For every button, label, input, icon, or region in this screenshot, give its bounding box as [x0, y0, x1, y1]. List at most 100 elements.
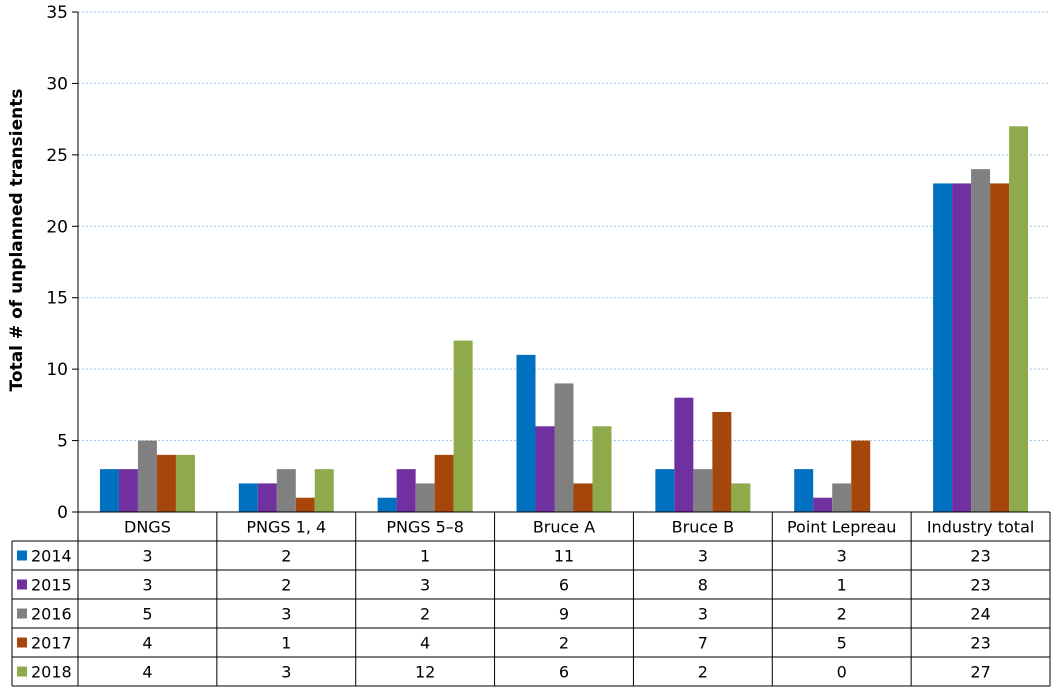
- bar-2017-2: [434, 454, 454, 512]
- category-label: PNGS 1, 4: [246, 518, 326, 537]
- category-label: Bruce A: [533, 518, 595, 537]
- data-label: 3: [281, 605, 291, 624]
- data-label: 2: [837, 605, 847, 624]
- data-label: 1: [837, 576, 847, 595]
- y-tick-label: 20: [46, 217, 68, 237]
- data-label: 24: [970, 605, 990, 624]
- data-label: 6: [559, 576, 569, 595]
- data-label: 1: [281, 634, 291, 653]
- data-label: 1: [420, 547, 430, 566]
- bar-2018-0: [175, 454, 195, 512]
- bars: [99, 126, 1029, 513]
- data-label: 23: [970, 634, 990, 653]
- bar-2018-2: [453, 340, 473, 512]
- legend-label: 2016: [31, 605, 72, 624]
- data-label: 27: [970, 663, 990, 682]
- data-label: 2: [420, 605, 430, 624]
- data-label: 4: [142, 663, 152, 682]
- bar-2016-2: [415, 483, 435, 512]
- bar-2014-3: [516, 354, 536, 512]
- legend-swatch: [17, 579, 27, 590]
- data-label: 23: [970, 547, 990, 566]
- bar-2018-6: [1009, 126, 1029, 513]
- bar-2014-5: [794, 469, 814, 512]
- y-tick-label: 0: [57, 503, 68, 523]
- bar-2014-6: [933, 183, 953, 512]
- y-tick-label: 25: [46, 146, 68, 166]
- data-label: 3: [281, 663, 291, 682]
- bar-2014-0: [99, 469, 119, 512]
- bar-2015-3: [535, 426, 555, 512]
- legend-swatch: [17, 608, 27, 619]
- data-label: 12: [415, 663, 435, 682]
- data-label: 0: [837, 663, 847, 682]
- legend-swatch: [17, 550, 27, 561]
- data-table: DNGS PNGS 1, 4 PNGS 5–8 Bruce A Bruce B Point…: [11, 511, 1051, 687]
- bar-2015-4: [674, 397, 694, 512]
- bar-2014-1: [238, 483, 258, 512]
- data-label: 23: [970, 576, 990, 595]
- category-label: Bruce B: [672, 518, 734, 537]
- data-label: 3: [698, 605, 708, 624]
- legend-swatch: [17, 637, 27, 648]
- data-label: 3: [698, 547, 708, 566]
- data-label: 2: [698, 663, 708, 682]
- bar-2015-1: [257, 483, 277, 512]
- bar-2015-6: [952, 183, 972, 512]
- bar-2016-3: [554, 383, 574, 512]
- y-tick-label: 5: [57, 432, 68, 452]
- data-label: 3: [142, 547, 152, 566]
- data-label: 4: [142, 634, 152, 653]
- bar-2015-0: [118, 469, 138, 512]
- bar-2018-1: [314, 469, 334, 512]
- data-label: 9: [559, 605, 569, 624]
- y-tick-label: 10: [46, 360, 68, 380]
- bar-2014-4: [655, 469, 675, 512]
- bar-2016-1: [276, 469, 296, 512]
- bar-2016-0: [137, 440, 157, 512]
- bar-2016-4: [693, 469, 713, 512]
- bar-2015-5: [813, 497, 833, 512]
- data-label: 7: [698, 634, 708, 653]
- legend-swatch: [17, 666, 27, 677]
- category-label: DNGS: [124, 518, 171, 537]
- category-label: PNGS 5–8: [386, 518, 464, 537]
- bar-2014-2: [377, 497, 397, 512]
- bar-2016-6: [971, 169, 991, 512]
- data-label: 11: [554, 547, 574, 566]
- legend-label: 2015: [31, 576, 72, 595]
- bar-2017-4: [712, 412, 732, 512]
- data-label: 8: [698, 576, 708, 595]
- bar-2017-1: [295, 497, 315, 512]
- legend-label: 2017: [31, 634, 72, 653]
- data-label: 2: [281, 576, 291, 595]
- data-label: 4: [420, 634, 430, 653]
- bar-2018-4: [731, 483, 751, 512]
- bar-2017-6: [990, 183, 1010, 512]
- bar-2017-3: [573, 483, 593, 512]
- y-axis-ticks: 0 5 10 15 20 25 30 35: [46, 3, 78, 523]
- data-label: 5: [142, 605, 152, 624]
- data-label: 2: [559, 634, 569, 653]
- y-tick-label: 15: [46, 289, 68, 309]
- bar-2015-2: [396, 469, 416, 512]
- legend-label: 2018: [31, 663, 72, 682]
- gridlines: [78, 11, 1050, 442]
- data-label: 3: [837, 547, 847, 566]
- data-label: 5: [837, 634, 847, 653]
- y-tick-label: 35: [46, 3, 68, 23]
- bar-2017-5: [851, 440, 871, 512]
- y-tick-label: 30: [46, 74, 68, 94]
- data-label: 3: [420, 576, 430, 595]
- legend-label: 2014: [31, 547, 72, 566]
- data-label: 3: [142, 576, 152, 595]
- category-label: Point Lepreau: [787, 518, 896, 537]
- bar-2016-5: [832, 483, 852, 512]
- bar-2017-0: [156, 454, 176, 512]
- data-label: 6: [559, 663, 569, 682]
- data-label: 2: [281, 547, 291, 566]
- y-axis-label: Total # of unplanned transients: [7, 89, 27, 392]
- bar-2018-3: [592, 426, 612, 512]
- category-label: Industry total: [927, 518, 1034, 537]
